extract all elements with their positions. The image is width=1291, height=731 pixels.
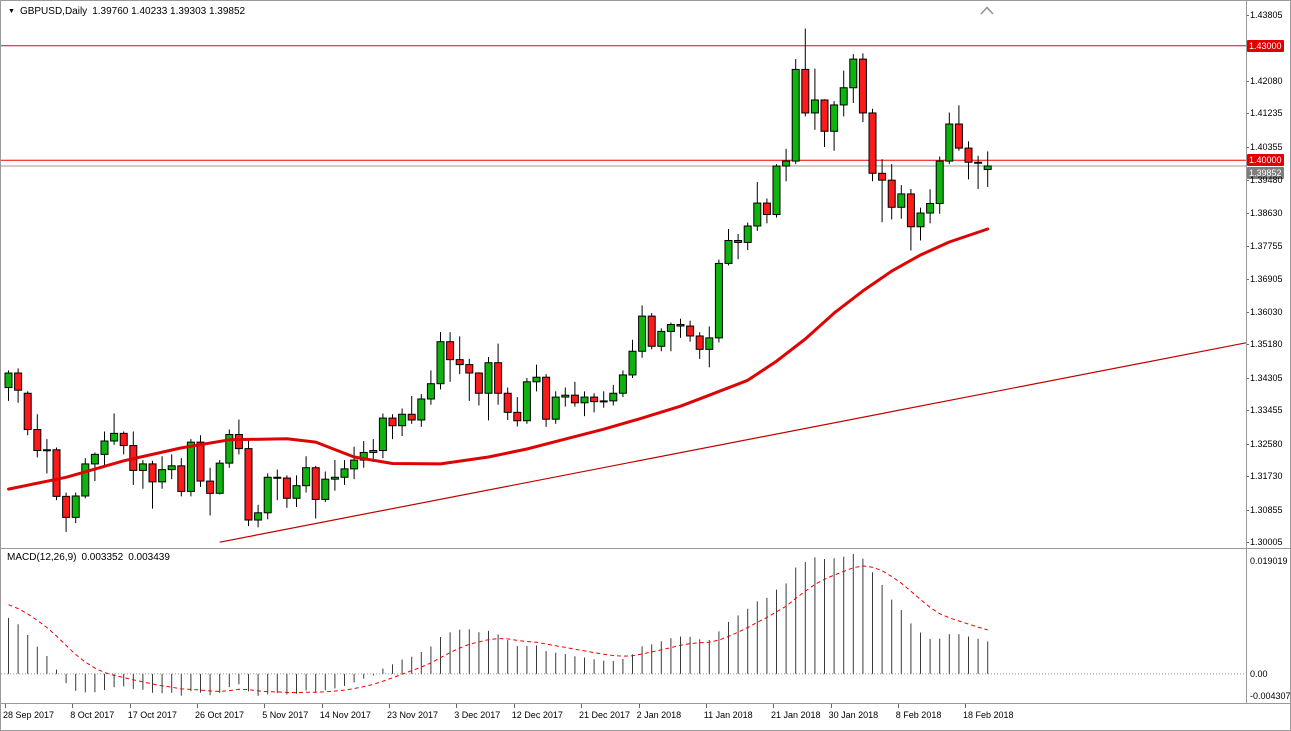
level-price-label: 1.40000 xyxy=(1247,154,1284,167)
price-axis-tick xyxy=(1246,311,1249,313)
time-axis-label: 14 Nov 2017 xyxy=(319,710,371,720)
macd-main-value: 0.003352 xyxy=(81,552,124,563)
bid-price-label: 1.39852 xyxy=(1247,166,1284,179)
time-axis-tick xyxy=(705,704,707,708)
price-axis-label: 1.39480 xyxy=(1250,175,1283,186)
price-axis-tick xyxy=(1246,476,1249,478)
time-axis-tick xyxy=(513,704,515,708)
macd-axis-min: -0.004307 xyxy=(1250,691,1291,701)
pane-separator[interactable] xyxy=(1,548,1290,549)
time-axis-label: 28 Sep 2017 xyxy=(3,710,55,720)
horizontal-level-lines[interactable] xyxy=(1,45,1246,161)
time-axis-label: 5 Nov 2017 xyxy=(262,710,309,720)
macd-axis-zero: 0.00 xyxy=(1250,668,1268,679)
trendline[interactable] xyxy=(219,342,1246,543)
price-axis-label: 1.36030 xyxy=(1250,306,1283,317)
price-axis-label: 1.41235 xyxy=(1250,108,1283,119)
price-axis-label: 1.43805 xyxy=(1250,10,1283,20)
macd-signal-value: 0.003439 xyxy=(128,552,170,563)
price-axis-tick xyxy=(1246,80,1249,82)
price-axis-tick xyxy=(1246,410,1249,412)
symbol-timeframe-label: GBPUSD,Daily xyxy=(19,6,88,17)
price-axis-tick xyxy=(1246,146,1249,148)
price-axis-tick xyxy=(1246,246,1249,248)
price-axis-label: 1.33455 xyxy=(1250,405,1283,416)
macd-name: MACD(12,26,9) xyxy=(7,552,77,563)
price-axis-label: 1.30005 xyxy=(1250,537,1283,547)
price-axis-tick xyxy=(1246,113,1249,115)
time-axis-label: 26 Oct 2017 xyxy=(195,710,245,720)
price-axis-label: 1.32580 xyxy=(1250,438,1283,449)
macd-signal-line xyxy=(8,565,988,694)
time-axis[interactable]: 28 Sep 2017 8 Oct 2017 17 Oct 2017 26 Oct 2… xyxy=(1,703,1290,730)
time-axis-label: 11 Jan 2018 xyxy=(703,710,753,720)
time-axis-label: 21 Dec 2017 xyxy=(579,710,631,720)
price-chart-canvas[interactable] xyxy=(1,1,1246,703)
level-price-label: 1.43000 xyxy=(1247,39,1284,52)
price-axis-tick xyxy=(1246,443,1249,445)
time-axis-label: 18 Feb 2018 xyxy=(963,710,1014,720)
time-axis-tick xyxy=(897,704,899,708)
price-axis-label: 1.36905 xyxy=(1250,273,1283,284)
price-axis[interactable]: 0.019019 0.00 -0.004307 1.43805 1.43000 1.… xyxy=(1246,1,1291,703)
time-axis-tick xyxy=(830,704,832,708)
time-axis-label: 23 Nov 2017 xyxy=(387,710,439,720)
time-axis-tick xyxy=(456,704,458,708)
price-axis-label: 1.35180 xyxy=(1250,339,1283,350)
time-axis-label: 21 Jan 2018 xyxy=(771,710,821,720)
time-axis-tick xyxy=(5,704,6,708)
time-axis-separator xyxy=(1,703,1290,704)
ohlc-values: 1.39760 1.40233 1.39303 1.39852 xyxy=(92,6,246,17)
price-axis-label: 1.31730 xyxy=(1250,471,1283,482)
chart-title: ▼ GBPUSD,Daily 1.39760 1.40233 1.39303 1… xyxy=(8,6,245,17)
price-axis-tick xyxy=(1246,278,1249,280)
price-axis-label: 1.42080 xyxy=(1250,75,1283,86)
time-axis-tick xyxy=(965,704,966,708)
time-axis-label: 30 Jan 2018 xyxy=(828,710,879,720)
price-axis-label: 1.38630 xyxy=(1250,207,1283,218)
time-axis-tick xyxy=(129,704,131,708)
price-axis-tick xyxy=(1246,509,1249,511)
chart-shift-marker-icon xyxy=(980,6,994,15)
price-axis-tick xyxy=(1246,15,1249,16)
time-axis-tick xyxy=(321,704,323,708)
time-axis-tick xyxy=(773,704,774,708)
time-axis-label: 2 Jan 2018 xyxy=(636,710,682,720)
price-axis-label: 1.37755 xyxy=(1250,241,1283,252)
price-axis-tick xyxy=(1246,542,1249,543)
time-axis-tick xyxy=(581,704,582,708)
price-axis-tick xyxy=(1246,377,1249,379)
symbol-dropdown-triangle-icon[interactable]: ▼ xyxy=(8,7,15,15)
price-axis-tick xyxy=(1246,344,1249,346)
time-axis-tick xyxy=(638,704,640,708)
time-axis-label: 3 Dec 2017 xyxy=(454,710,501,720)
time-axis-tick xyxy=(72,704,74,708)
price-axis-tick xyxy=(1246,212,1249,214)
macd-axis-max: 0.019019 xyxy=(1250,556,1288,566)
candlesticks xyxy=(4,28,992,532)
price-axis-tick xyxy=(1246,180,1249,182)
time-axis-tick xyxy=(197,704,198,708)
price-axis-label: 1.34305 xyxy=(1250,372,1283,383)
time-axis-tick xyxy=(389,704,390,708)
moving-average-line xyxy=(7,227,990,491)
macd-histogram xyxy=(8,554,989,696)
axis-separator-vertical xyxy=(1246,1,1247,703)
time-axis-label: 12 Dec 2017 xyxy=(511,710,563,720)
macd-indicator-label: MACD(12,26,9) 0.003352 0.003439 xyxy=(7,552,170,563)
time-axis-label: 8 Feb 2018 xyxy=(895,710,942,720)
time-axis-label: 17 Oct 2017 xyxy=(127,710,177,720)
price-axis-label: 1.40355 xyxy=(1250,141,1283,152)
time-axis-tick xyxy=(264,704,266,708)
price-axis-label: 1.30855 xyxy=(1250,504,1283,515)
time-axis-label: 8 Oct 2017 xyxy=(70,710,115,720)
